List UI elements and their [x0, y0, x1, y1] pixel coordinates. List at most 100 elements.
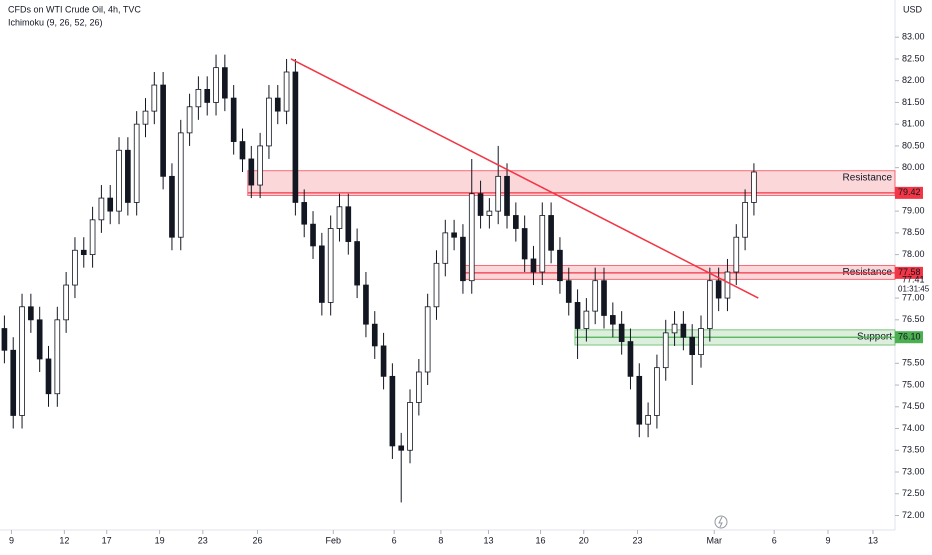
candle-body	[98, 197, 105, 221]
candle-body	[742, 202, 748, 238]
y-tick-label: 73.50	[902, 445, 925, 455]
candle-body	[407, 402, 413, 451]
candle-body	[266, 97, 272, 147]
candle-body	[319, 245, 325, 303]
candle-body	[504, 175, 510, 216]
candle-body	[72, 249, 78, 286]
price-tag	[895, 331, 923, 344]
y-tick-label: 80.50	[902, 140, 925, 150]
candle-body	[371, 323, 378, 347]
candle-body	[530, 258, 537, 273]
candle-body	[486, 210, 493, 216]
candle-body	[89, 219, 96, 256]
candle-body	[19, 306, 25, 416]
candle-body	[283, 71, 290, 112]
y-tick-label: 82.50	[902, 53, 925, 63]
x-tick-label: 6	[772, 535, 777, 545]
candle-body	[521, 228, 528, 260]
candle-body	[733, 236, 740, 273]
candle-body	[133, 123, 140, 203]
candle-body	[389, 375, 396, 447]
x-tick-label: 13	[868, 535, 878, 545]
candle-body	[707, 280, 713, 329]
price-tag	[895, 266, 923, 279]
candle-body	[116, 149, 122, 212]
y-tick-label: 81.50	[902, 97, 925, 107]
candle-body	[680, 323, 687, 338]
candle-body	[442, 232, 449, 264]
x-tick-label: 23	[633, 535, 643, 545]
candle-body	[671, 323, 678, 334]
candle-body	[495, 175, 502, 212]
candle-body	[1, 328, 8, 351]
candle-body	[715, 280, 722, 299]
candle-body	[177, 132, 184, 238]
y-tick-label: 83.00	[902, 32, 925, 42]
y-tick-label: 81.00	[902, 119, 925, 129]
candle-body	[460, 236, 466, 282]
chart-title: CFDs on WTI Crude Oil, 4h, TVC	[8, 4, 141, 14]
x-tick-label: 23	[198, 535, 208, 545]
icon-ring	[714, 515, 728, 529]
candle-body	[160, 84, 166, 177]
candle-body	[592, 280, 599, 312]
x-tick-label: Mar	[706, 535, 722, 545]
y-tick-label: 74.50	[902, 401, 925, 411]
x-tick-label: 9	[9, 535, 14, 545]
candle-body	[257, 145, 263, 186]
candle-body	[204, 88, 211, 103]
candle-body	[36, 319, 43, 360]
candle-body	[416, 371, 422, 403]
y-tick-label: 72.50	[902, 488, 925, 498]
y-tick-label: 82.00	[902, 75, 925, 85]
last-price: 77.41	[902, 275, 925, 285]
y-tick-label: 77.00	[902, 292, 925, 302]
x-tick-label: 16	[536, 535, 546, 545]
x-tick-label: 13	[483, 535, 493, 545]
y-tick-label: 76.50	[902, 314, 925, 324]
y-tick-label: 75.00	[902, 379, 925, 389]
candle-body	[195, 88, 202, 108]
y-tick-label: 80.00	[902, 162, 925, 172]
candle-body	[380, 345, 387, 377]
candle-body	[45, 358, 52, 395]
indicator-label: Ichimoku (9, 26, 52, 26)	[8, 17, 103, 27]
candle-body	[80, 249, 87, 256]
candle-body	[125, 149, 131, 203]
candle-body	[142, 110, 149, 125]
candle-body	[751, 171, 757, 203]
candle-body	[424, 306, 431, 373]
candle-body	[636, 375, 643, 425]
candle-body	[468, 193, 475, 282]
candle-body	[433, 262, 440, 308]
candle-body	[698, 328, 704, 356]
y-tick-label: 79.00	[902, 206, 925, 216]
candle-body	[689, 336, 696, 356]
candle-body	[618, 323, 625, 342]
currency: USD	[903, 4, 923, 14]
y-tick-label: 78.50	[902, 227, 925, 237]
candle-body	[54, 319, 61, 395]
candle-body	[451, 232, 457, 238]
x-tick-label: 20	[579, 535, 589, 545]
zone-label: Resistance	[843, 172, 893, 183]
candle-body	[186, 106, 193, 134]
candle-body	[363, 284, 369, 325]
x-tick-label: 12	[59, 535, 69, 545]
lightning-icon[interactable]	[714, 515, 728, 529]
price-tag-label: 77.58	[898, 267, 921, 277]
y-tick-label: 72.00	[902, 510, 925, 520]
candle-body	[222, 67, 228, 99]
candle-body	[169, 175, 175, 238]
countdown: 01:31:45	[898, 284, 930, 293]
x-tick-label: 8	[438, 535, 443, 545]
candle-body	[574, 302, 581, 329]
candle-body	[565, 280, 572, 303]
candle-body	[327, 228, 334, 303]
candle-body	[601, 280, 607, 316]
candle-body	[151, 84, 158, 112]
candle-body	[274, 97, 281, 112]
candle-body	[230, 97, 237, 142]
x-tick-label: 6	[392, 535, 397, 545]
